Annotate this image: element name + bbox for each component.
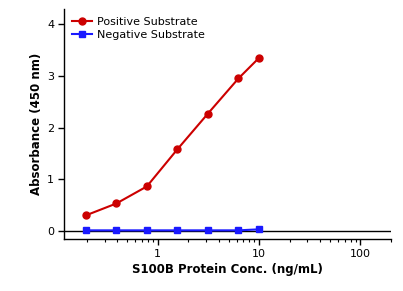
Positive Substrate bbox=[175, 148, 180, 151]
Negative Substrate bbox=[83, 229, 88, 232]
Positive Substrate bbox=[257, 56, 262, 60]
Positive Substrate bbox=[206, 112, 210, 115]
Positive Substrate bbox=[236, 77, 241, 80]
Positive Substrate bbox=[114, 202, 119, 205]
Positive Substrate bbox=[144, 185, 149, 188]
Negative Substrate bbox=[144, 229, 149, 232]
Line: Negative Substrate: Negative Substrate bbox=[82, 226, 263, 234]
Negative Substrate bbox=[114, 229, 119, 232]
Line: Positive Substrate: Positive Substrate bbox=[82, 54, 263, 219]
X-axis label: S100B Protein Conc. (ng/mL): S100B Protein Conc. (ng/mL) bbox=[132, 263, 323, 276]
Negative Substrate bbox=[257, 228, 262, 231]
Negative Substrate bbox=[175, 229, 180, 232]
Legend: Positive Substrate, Negative Substrate: Positive Substrate, Negative Substrate bbox=[70, 14, 207, 42]
Negative Substrate bbox=[236, 229, 241, 232]
Positive Substrate bbox=[83, 214, 88, 217]
Negative Substrate bbox=[206, 229, 210, 232]
Y-axis label: Absorbance (450 nm): Absorbance (450 nm) bbox=[30, 53, 43, 195]
